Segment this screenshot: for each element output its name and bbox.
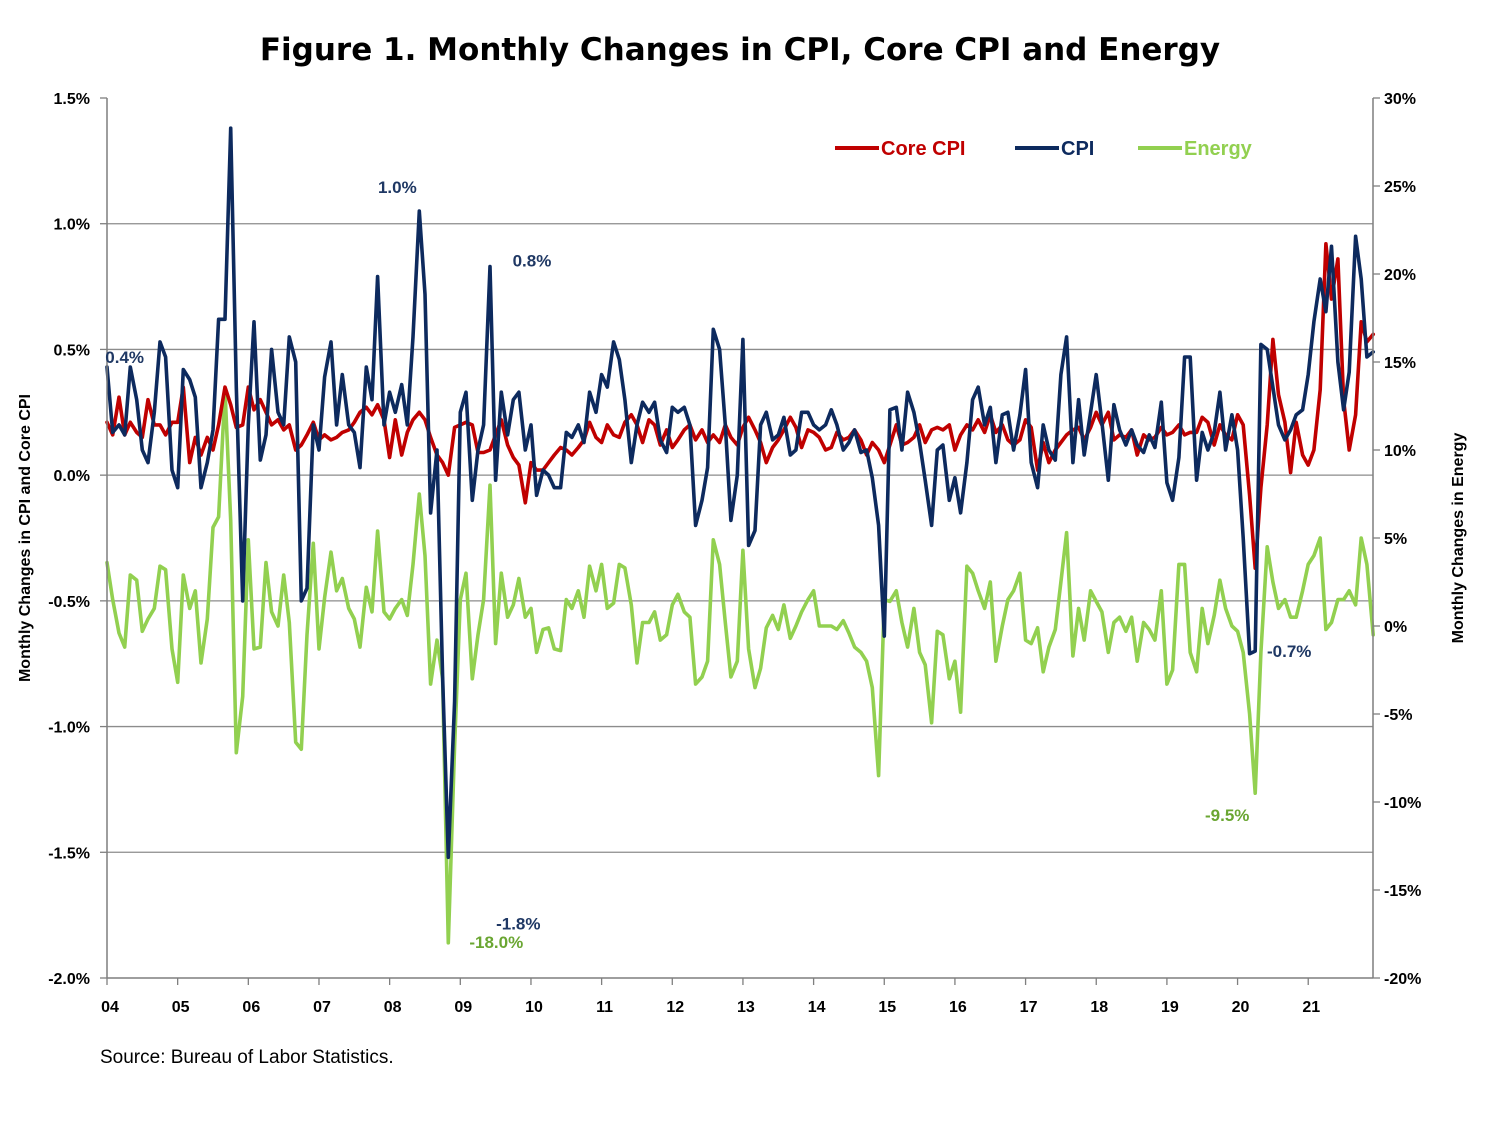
data-annotation: -9.5% [1205,806,1249,825]
x-tick-label: 16 [949,999,967,1016]
left-tick-label: -1.5% [48,845,90,862]
x-tick-label: 19 [1161,999,1179,1016]
x-tick-label: 15 [878,999,896,1016]
x-tick-label: 18 [1090,999,1108,1016]
right-axis-ticks: 30% 25% 20% 15% 10% 5% 0% -5% -10% -15% -20% [1373,91,1421,988]
x-tick-label: 12 [666,999,684,1016]
x-tick-label: 08 [384,999,402,1016]
x-tick-label: 14 [808,999,826,1016]
right-tick-label: -10% [1384,795,1421,812]
left-tick-label: 0.0% [54,468,90,485]
chart-title: Figure 1. Monthly Changes in CPI, Core C… [260,32,1220,68]
data-annotation: 1.0% [378,178,417,197]
data-annotation: -0.7% [1267,642,1311,661]
legend: Core CPI CPI Energy [835,138,1253,160]
x-tick-label: 07 [313,999,331,1016]
right-tick-label: 15% [1384,355,1416,372]
right-tick-label: -5% [1384,707,1412,724]
legend-label-core-cpi: Core CPI [881,138,965,160]
x-tick-label: 06 [242,999,260,1016]
x-tick-label: 21 [1302,999,1320,1016]
data-annotation: -18.0% [469,933,523,952]
legend-label-cpi: CPI [1061,138,1094,160]
right-tick-label: 30% [1384,91,1416,108]
x-tick-label: 11 [596,999,613,1016]
left-tick-label: -0.5% [48,594,90,611]
right-tick-label: 20% [1384,267,1416,284]
x-axis-ticks: 04 05 06 07 08 09 10 11 12 13 14 15 16 17 18 19 20 21 [101,978,1320,1016]
x-tick-label: 10 [525,999,543,1016]
left-axis-title: Monthly Changes in CPI and Core CPI [17,394,34,682]
left-tick-label: 1.0% [54,217,90,234]
left-tick-label: 1.5% [54,91,90,108]
right-tick-label: 5% [1384,531,1407,548]
left-tick-label: -2.0% [48,971,90,988]
series-line-cpi [105,126,1375,860]
right-tick-label: 10% [1384,443,1416,460]
series-line-energy [105,388,1375,945]
data-annotation: -1.8% [496,914,540,933]
x-tick-label: 20 [1232,999,1250,1016]
x-tick-label: 04 [101,999,119,1016]
right-tick-label: -15% [1384,883,1421,900]
x-tick-label: 09 [454,999,472,1016]
right-tick-label: -20% [1384,971,1421,988]
x-tick-label: 05 [172,999,190,1016]
gridlines [107,223,1373,853]
right-axis-title: Monthly Changes in Energy [1450,433,1467,644]
left-tick-label: 0.5% [54,342,90,359]
x-tick-label: 17 [1020,999,1038,1016]
right-tick-label: 25% [1384,179,1416,196]
annotations: 0.4% 1.0% 0.8% -1.8%-18.0% -0.7% -9.5% [105,178,1311,952]
left-axis-ticks: 1.5% 1.0% 0.5% 0.0% -0.5% -1.0% -1.5% -2.0% [48,91,107,988]
data-annotation: 0.4% [105,348,144,367]
data-annotation: 0.8% [513,251,552,270]
x-tick-label: 13 [737,999,755,1016]
series-lines [105,126,1375,945]
legend-label-energy: Energy [1184,138,1253,160]
source-note: Source: Bureau of Labor Statistics. [100,1047,394,1068]
left-tick-label: -1.0% [48,720,90,737]
axes [106,98,1374,979]
right-tick-label: 0% [1384,619,1407,636]
